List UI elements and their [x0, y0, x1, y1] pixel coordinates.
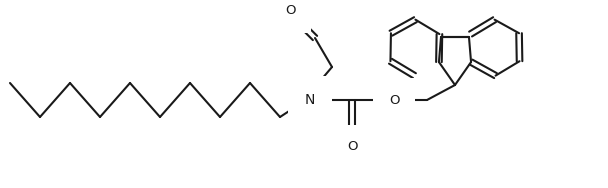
- Text: O: O: [285, 5, 295, 17]
- Text: O: O: [347, 140, 358, 153]
- Text: O: O: [389, 93, 399, 106]
- Text: N: N: [305, 93, 315, 107]
